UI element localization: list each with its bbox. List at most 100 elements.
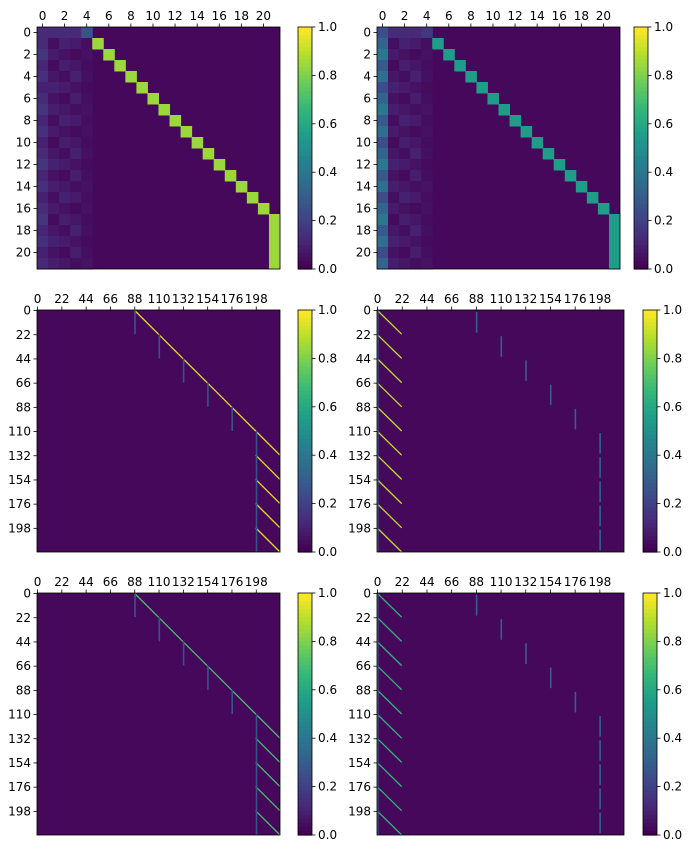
colorbar-tick-label: 0.0 xyxy=(663,828,682,842)
heatmap-cell xyxy=(59,115,71,127)
colorbar-segment xyxy=(298,326,312,331)
colorbar-segment xyxy=(298,322,312,327)
heatmap-frame xyxy=(376,309,625,553)
heatmap-cell xyxy=(59,82,71,94)
colorbar-segment xyxy=(643,543,657,549)
colorbar-segment xyxy=(298,641,312,647)
y-tick-label: 132 xyxy=(8,449,31,463)
colorbar-segment xyxy=(634,135,648,141)
heatmap-cell xyxy=(410,126,422,138)
heatmap-cell xyxy=(377,115,389,127)
colorbar-segment xyxy=(643,609,657,614)
colorbar-tick-label: 0.2 xyxy=(654,214,673,228)
colorbar-segment xyxy=(643,637,657,642)
heatmap-diagonal-line xyxy=(158,616,184,642)
heatmap-cell xyxy=(70,170,82,182)
colorbar-segment xyxy=(643,701,657,707)
heatmap-cell xyxy=(59,225,71,237)
heatmap-diagonal-cell xyxy=(597,203,610,215)
colorbar-segment xyxy=(643,459,657,464)
x-tick-label: 176 xyxy=(564,292,587,306)
colorbar-tick-label: 0.4 xyxy=(654,165,673,179)
heatmap-cell xyxy=(37,203,49,215)
colorbar-segment xyxy=(643,455,657,460)
colorbar-segment xyxy=(643,730,657,735)
heatmap-cell xyxy=(48,192,60,204)
colorbar-tick-label: 0.0 xyxy=(318,262,337,276)
colorbar-segment xyxy=(298,75,312,81)
colorbar-segment xyxy=(298,718,312,723)
heatmap-diagonal-line xyxy=(133,592,159,618)
heatmap-cell xyxy=(410,203,422,215)
colorbar-segment xyxy=(298,511,312,517)
colorbar-segment xyxy=(298,418,312,424)
colorbar-segment xyxy=(643,475,657,480)
heatmap-cell xyxy=(48,60,60,72)
heatmap-stripe xyxy=(377,406,379,431)
heatmap-cell xyxy=(48,258,60,270)
heatmap-cell xyxy=(48,82,60,94)
y-tick-label: 16 xyxy=(356,202,371,216)
colorbar-segment xyxy=(298,172,312,177)
colorbar-segment xyxy=(643,830,657,836)
heatmap-stripe xyxy=(182,358,185,383)
colorbar-segment xyxy=(298,107,312,113)
heatmap-diagonal-line xyxy=(376,406,403,432)
colorbar-segment xyxy=(298,722,312,727)
colorbar-segment xyxy=(298,366,312,372)
y-tick-label: 0 xyxy=(363,304,371,318)
colorbar-segment xyxy=(298,91,312,97)
colorbar-segment xyxy=(643,479,657,485)
heatmap-diagonal-cell xyxy=(531,137,544,149)
colorbar-segment xyxy=(634,59,648,64)
x-tick-label: 6 xyxy=(445,9,453,23)
colorbar-segment xyxy=(298,164,312,169)
colorbar-segment xyxy=(298,410,312,416)
heatmap-panel-top-right: 0 2 4 6 8 10 12 14 16 18 20024681012141618200.00.2… xyxy=(356,9,673,276)
heatmap-cell xyxy=(377,49,389,61)
heatmap-stripe xyxy=(599,505,601,527)
colorbar-segment xyxy=(298,531,312,537)
colorbar-segment xyxy=(634,172,648,177)
colorbar-segment xyxy=(298,168,312,173)
colorbar-segment xyxy=(298,160,312,165)
colorbar-segment xyxy=(643,778,657,784)
colorbar-segment xyxy=(298,390,312,396)
colorbar-segment xyxy=(643,471,657,476)
heatmap-cell xyxy=(421,115,433,127)
colorbar-segment xyxy=(643,673,657,679)
y-tick-label: 0 xyxy=(363,26,371,40)
colorbar-segment xyxy=(634,31,648,36)
heatmap-stripe xyxy=(255,455,258,480)
heatmap-cell xyxy=(421,38,433,50)
heatmap-cell xyxy=(421,126,433,138)
heatmap-cell xyxy=(410,148,422,160)
colorbar-segment xyxy=(643,677,657,683)
colorbar-segment xyxy=(643,535,657,541)
y-tick-label: 132 xyxy=(8,732,31,746)
colorbar-tick-label: 0.8 xyxy=(318,68,337,82)
colorbar-segment xyxy=(298,370,312,376)
colorbar-segment xyxy=(298,216,312,222)
heatmap-cell xyxy=(48,126,60,138)
colorbar-segment xyxy=(298,601,312,606)
heatmap-stripe xyxy=(377,479,379,504)
heatmap-stripe xyxy=(549,667,552,689)
heatmap-cell xyxy=(377,247,389,259)
x-tick-label: 2 xyxy=(401,9,409,23)
colorbar-segment xyxy=(643,750,657,755)
heatmap-cell xyxy=(388,203,400,215)
colorbar-segment xyxy=(643,398,657,404)
heatmap-cell xyxy=(388,38,400,50)
heatmap-diagonal-cell xyxy=(268,214,281,226)
colorbar-segment xyxy=(298,204,312,210)
y-tick-label: 88 xyxy=(356,400,371,414)
heatmap-cell xyxy=(410,82,422,94)
colorbar-segment xyxy=(634,75,648,81)
heatmap-frame xyxy=(36,592,281,836)
heatmap-cell xyxy=(421,60,433,72)
heatmap-diagonal-line xyxy=(376,810,403,836)
colorbar-segment xyxy=(643,330,657,335)
y-tick-label: 110 xyxy=(348,425,371,439)
heatmap-cell xyxy=(388,214,400,226)
